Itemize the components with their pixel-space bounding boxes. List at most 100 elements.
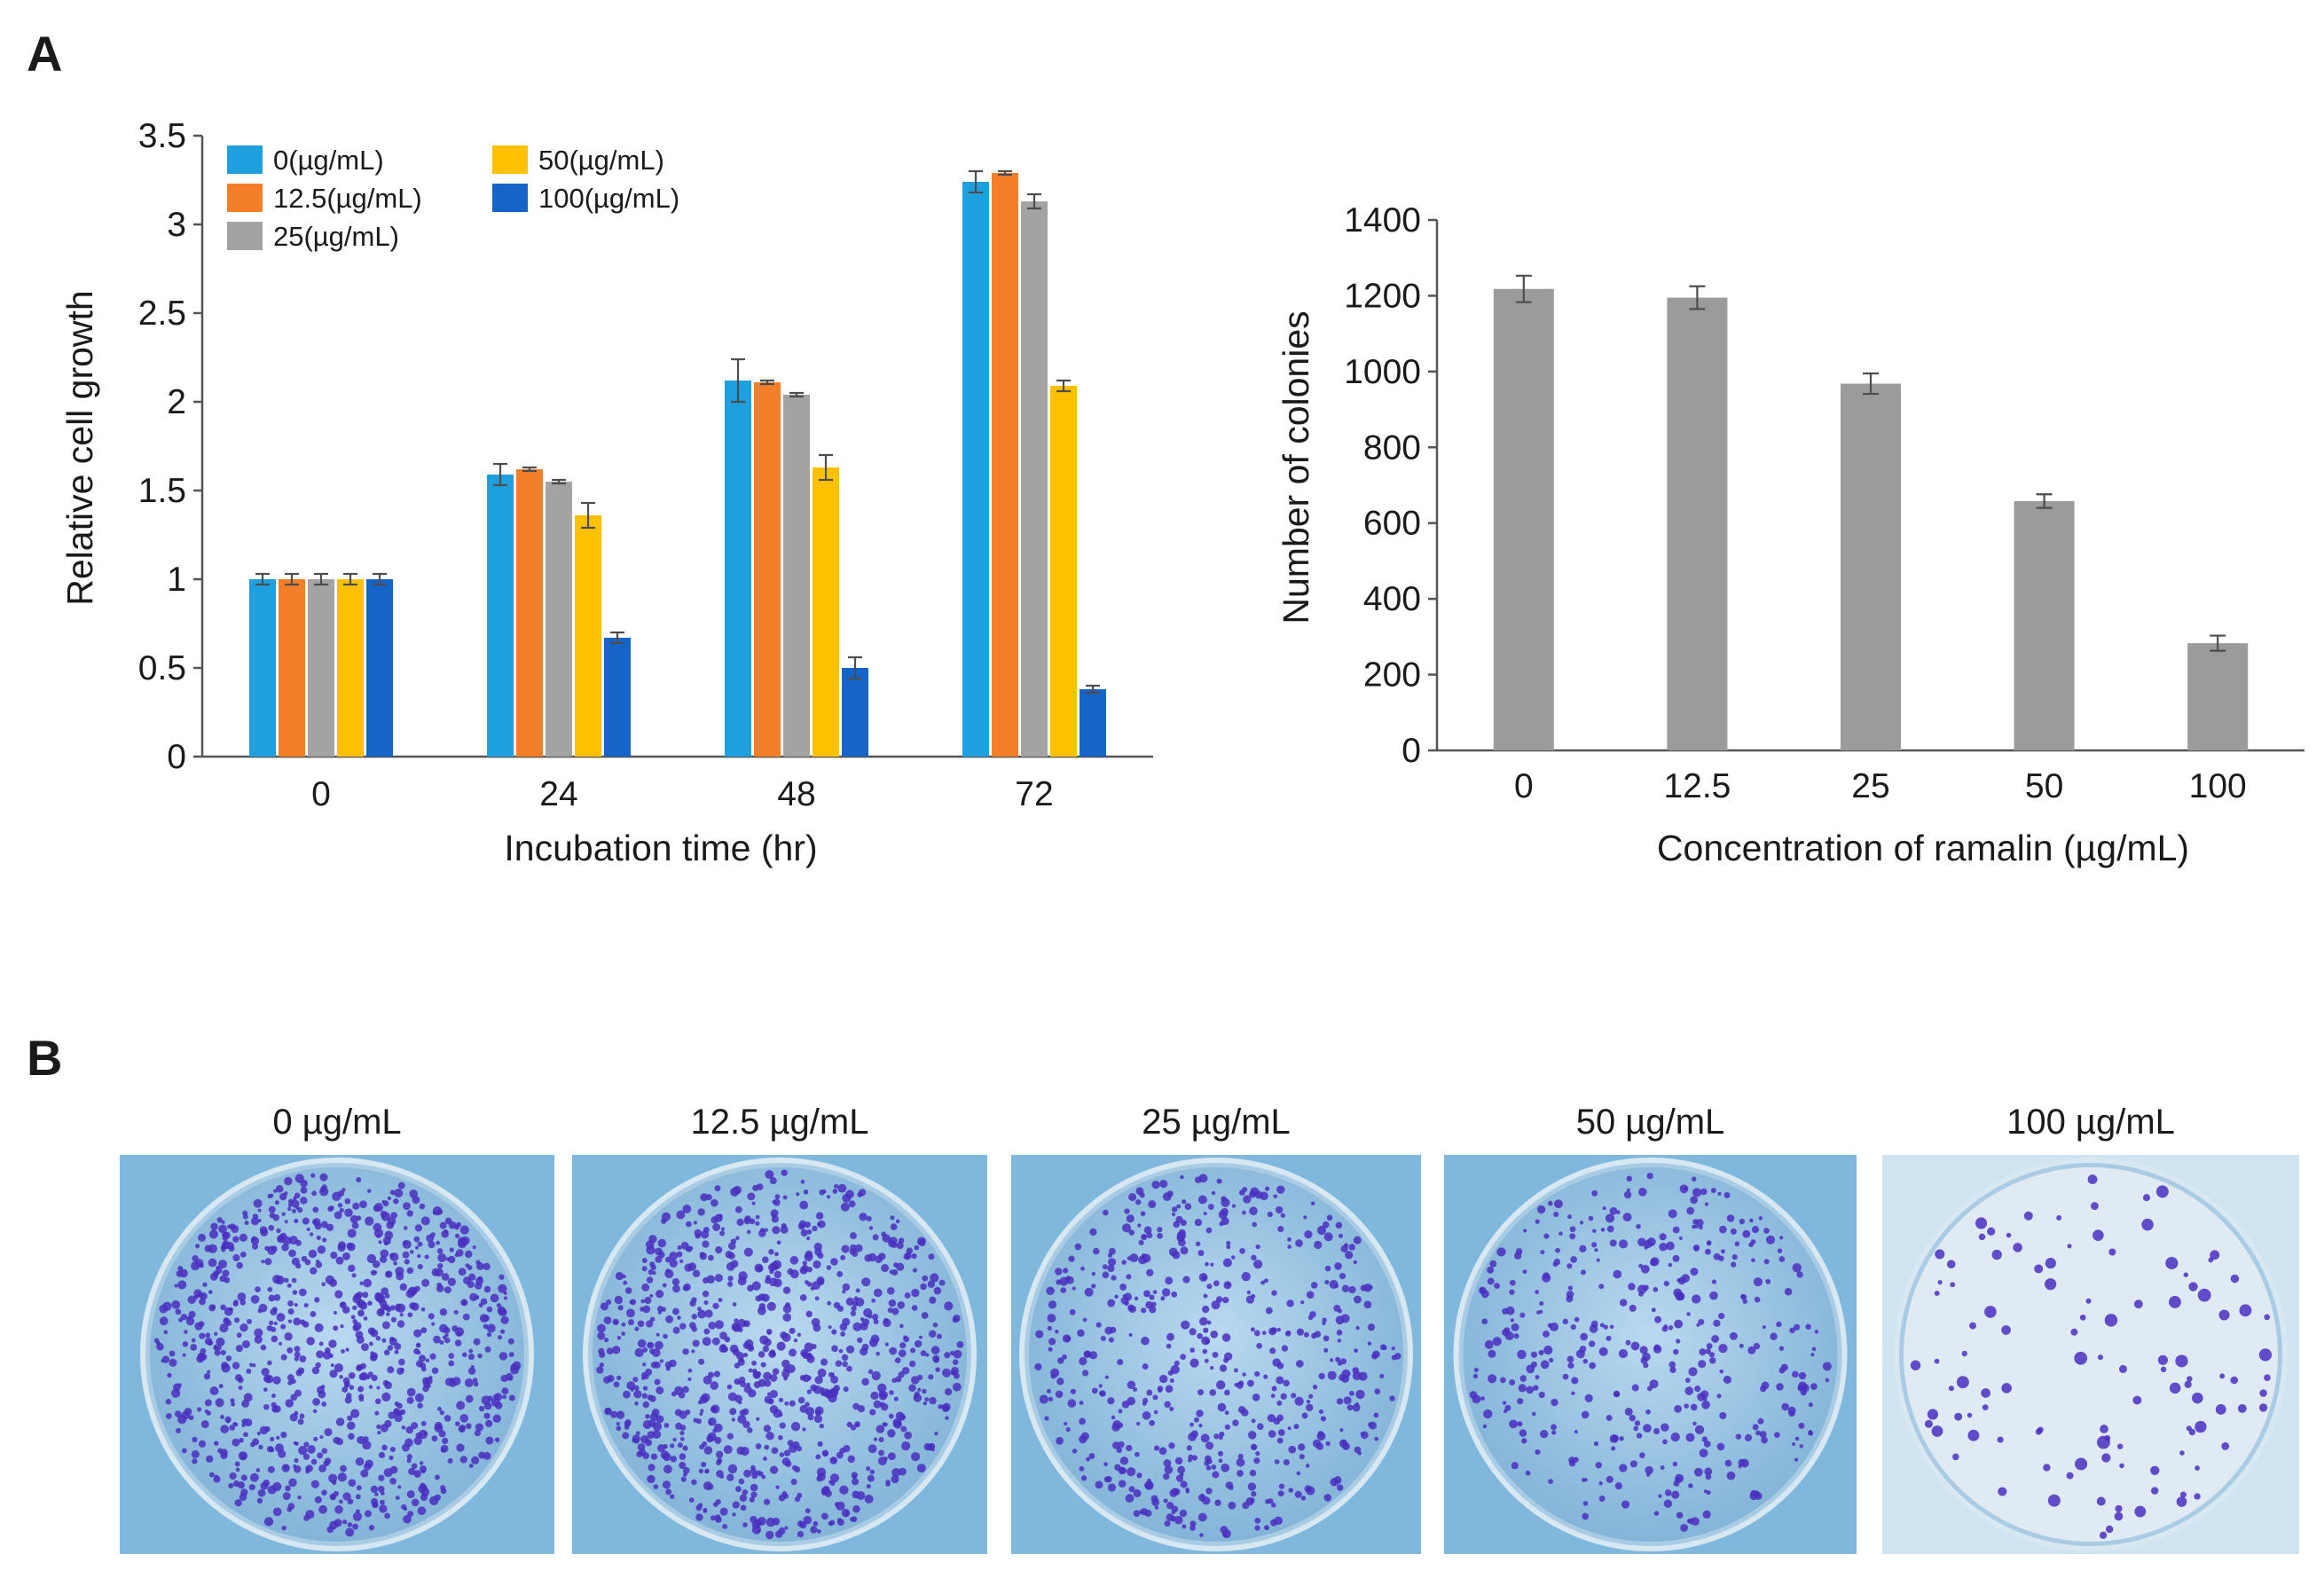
cell-growth-bar (487, 475, 514, 757)
colony-count-x-tick-label: 25 (1851, 767, 1889, 805)
cell-growth-bar (842, 668, 868, 757)
cell-growth-bar (604, 638, 631, 757)
cell-growth-error-bar (493, 462, 507, 487)
colony-plate-photo (120, 1155, 554, 1554)
colony-plate-photo (572, 1155, 987, 1554)
cell-growth-y-tick-label: 0.5 (138, 649, 186, 687)
legend-swatch (227, 145, 263, 174)
cell-growth-error-bar (1086, 684, 1100, 695)
cell-growth-error-bar (343, 572, 357, 586)
cell-growth-axes: 0 0.5 1 1.5 2 2.5 3 3.5 0 24 48 72 (138, 117, 1153, 813)
colony-count-x-tick-label: 12.5 (1663, 767, 1731, 805)
colony-count-error-bar (1515, 274, 1532, 303)
legend-label: 12.5(µg/mL) (273, 183, 422, 214)
cell-growth-bar (249, 579, 276, 757)
cell-growth-error-bar (731, 357, 745, 404)
cell-growth-error-bar (255, 572, 270, 586)
cell-growth-bar (366, 579, 393, 757)
cell-growth-error-bar (552, 478, 566, 485)
legend-swatch (227, 184, 263, 212)
plate-label: 12.5 µg/mL (691, 1103, 869, 1142)
cell-growth-bar (754, 382, 781, 757)
cell-growth-bar (516, 469, 543, 757)
cell-growth-bar (1080, 689, 1106, 757)
cell-growth-y-tick-label: 1 (167, 561, 186, 599)
cell-growth-bar (783, 395, 810, 757)
cell-growth-bar (337, 579, 364, 757)
cell-growth-x-tick-label: 72 (1015, 775, 1053, 813)
legend-label: 50(µg/mL) (538, 145, 664, 176)
cell-growth-error-bar (373, 572, 387, 586)
colony-count-y-tick-label: 200 (1363, 656, 1421, 695)
cell-growth-bar (725, 381, 751, 757)
cell-growth-y-tick-label: 1.5 (138, 472, 186, 510)
legend-entry: 12.5(µg/mL) (227, 183, 422, 214)
cell-growth-error-bar (1027, 192, 1041, 210)
colony-count-axes: 0 200 400 600 800 1000 1200 1400 0 12.5 25 50 100 (1344, 201, 2304, 805)
colony-count-bar (1493, 288, 1554, 750)
cell-growth-x-tick-label: 48 (777, 775, 815, 813)
cell-growth-y-tick-label: 3.5 (138, 117, 186, 155)
cell-growth-bar (546, 482, 572, 757)
colony-count-bars (1493, 274, 2249, 750)
colony-plate-photo (1882, 1155, 2299, 1554)
colony-count-y-axis-title: Number of colonies (1276, 310, 1316, 624)
colony-count-error-bar (2210, 634, 2226, 652)
legend-label: 0(µg/mL) (273, 145, 384, 176)
cell-growth-error-bar (969, 169, 983, 194)
cell-growth-x-tick-label: 24 (539, 775, 577, 813)
colony-count-x-tick-label: 50 (2025, 767, 2063, 805)
colony-count-chart: 0 200 400 600 800 1000 1200 1400 0 12.5 25 50 100 Co… (1276, 201, 2304, 868)
cell-growth-error-bar (848, 656, 862, 680)
colony-count-y-tick-label: 400 (1363, 580, 1421, 618)
cell-growth-chart: 0 0.5 1 1.5 2 2.5 3 3.5 0 24 48 72 0(µg/mL) 12.5(µg/… (59, 117, 1153, 868)
colony-count-error-bar (1689, 285, 1706, 310)
cell-growth-error-bar (581, 501, 595, 530)
cell-growth-legend: 0(µg/mL) 12.5(µg/mL) 25(µg/mL) 50(µg/mL) 100… (227, 145, 679, 252)
cell-growth-error-bar (285, 572, 299, 586)
colony-count-y-tick-label: 800 (1363, 428, 1421, 467)
panel-label-b: B (27, 1030, 62, 1086)
colony-count-y-tick-label: 1200 (1344, 277, 1421, 315)
colony-count-x-axis-title: Concentration of ramalin (µg/mL) (1657, 828, 2189, 868)
legend-swatch (492, 184, 528, 212)
colony-count-y-tick-label: 600 (1363, 505, 1421, 543)
colony-plate-photo (1011, 1155, 1421, 1554)
colony-plates-row: 0 µg/mL 12.5 µg/mL 25 µg/mL 50 µg/mL 100 µg/… (120, 1103, 2299, 1554)
cell-growth-bar (992, 173, 1018, 757)
cell-growth-bar (279, 579, 305, 757)
cell-growth-x-axis-title: Incubation time (hr) (504, 828, 817, 868)
legend-entry: 50(µg/mL) (492, 145, 664, 176)
cell-growth-x-tick-label: 0 (311, 775, 331, 813)
legend-entry: 100(µg/mL) (492, 183, 679, 214)
cell-growth-bar (575, 515, 601, 757)
legend-entry: 0(µg/mL) (227, 145, 384, 176)
colony-count-bar (1667, 297, 1728, 750)
colony-count-x-tick-label: 0 (1514, 767, 1534, 805)
colony-count-y-tick-label: 0 (1401, 732, 1421, 770)
legend-swatch (492, 145, 528, 174)
plate-label: 50 µg/mL (1576, 1103, 1725, 1142)
colony-plate-photo (1444, 1155, 1857, 1554)
cell-growth-error-bar (998, 169, 1012, 177)
cell-growth-y-axis-title: Relative cell growth (59, 290, 100, 606)
plate-label: 0 µg/mL (272, 1103, 401, 1142)
cell-growth-y-tick-label: 2 (167, 383, 186, 421)
legend-label: 25(µg/mL) (273, 221, 399, 252)
panel-label-a: A (27, 26, 62, 82)
cell-growth-bars (249, 169, 1106, 757)
cell-growth-y-tick-label: 3 (167, 206, 186, 244)
cell-growth-error-bar (819, 453, 833, 482)
colony-count-bar (2187, 643, 2249, 750)
cell-growth-bar (1050, 386, 1077, 757)
plate-label: 25 µg/mL (1142, 1103, 1291, 1142)
cell-growth-y-tick-label: 2.5 (138, 294, 186, 333)
colony-count-bar (1841, 383, 1901, 750)
cell-growth-error-bar (522, 466, 537, 473)
colony-count-y-tick-label: 1000 (1344, 353, 1421, 391)
colony-count-x-tick-label: 100 (2189, 767, 2247, 805)
plate-label: 100 µg/mL (2006, 1103, 2175, 1142)
cell-growth-y-tick-label: 0 (167, 738, 186, 776)
cell-growth-error-bar (610, 631, 624, 645)
